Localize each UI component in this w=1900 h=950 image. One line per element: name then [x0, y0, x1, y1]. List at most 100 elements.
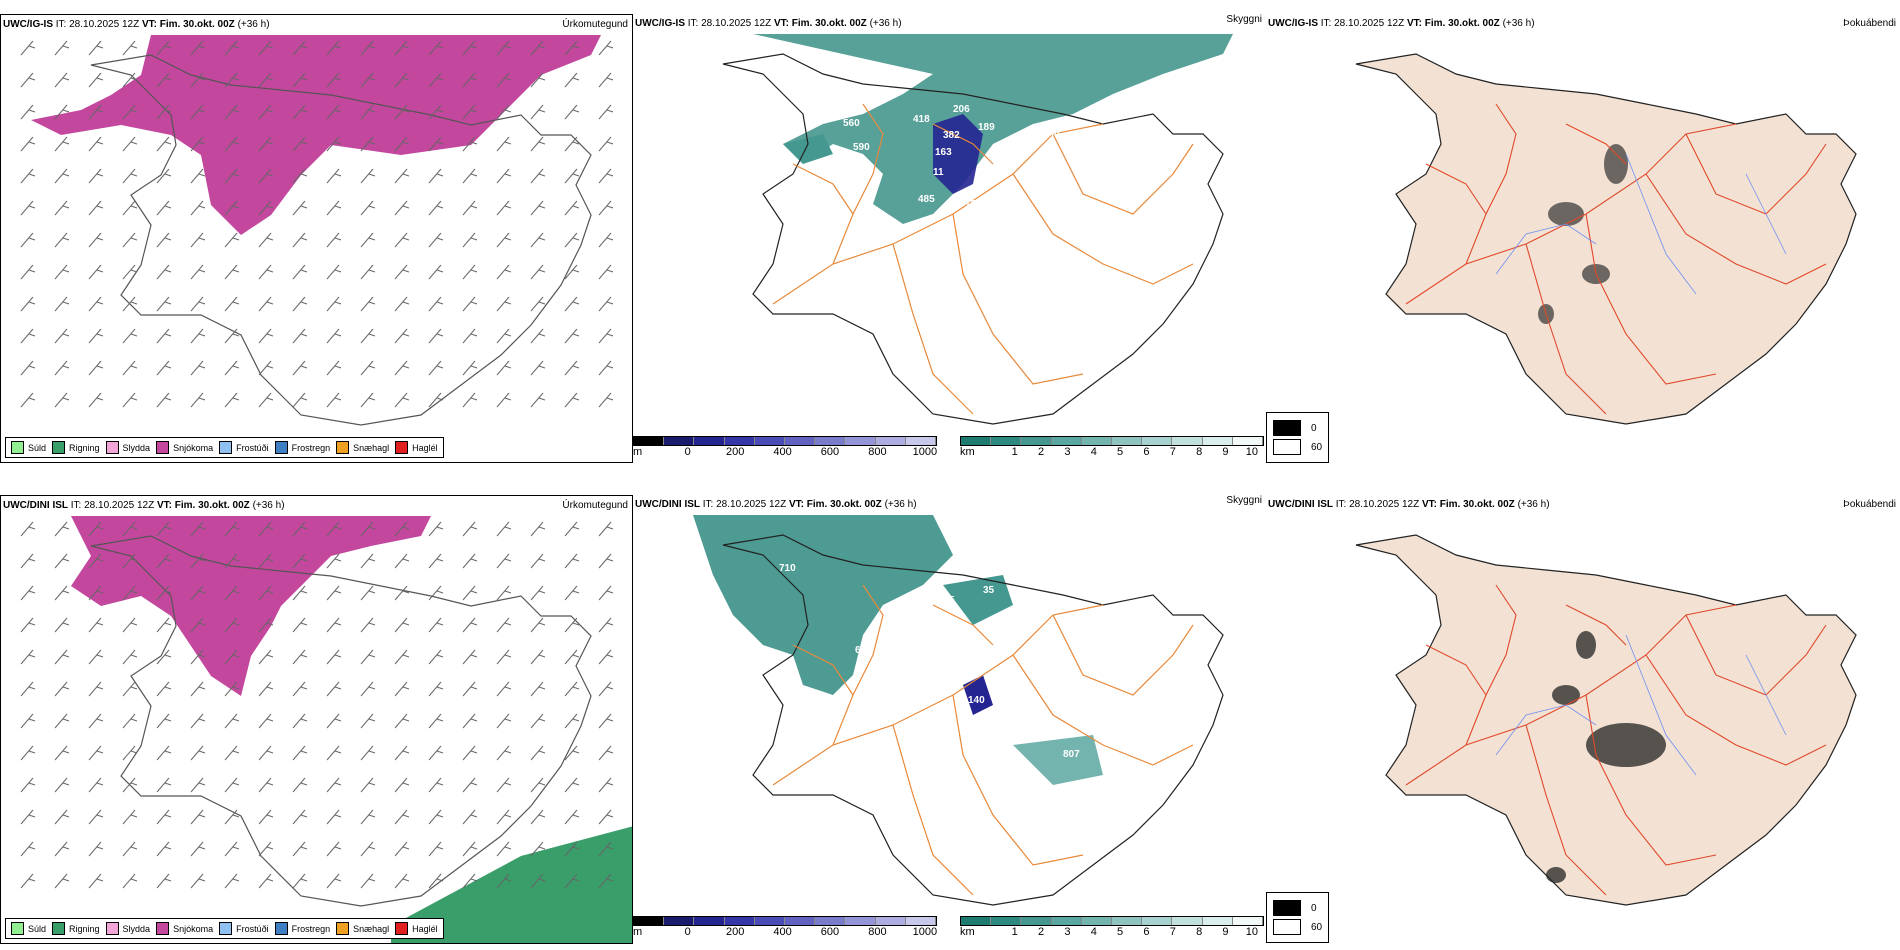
legend-label: Súld [28, 923, 47, 934]
precip-legend-item: Slydda [105, 922, 150, 935]
colorbar-tick-label: 10 [1245, 926, 1258, 938]
colorbar-tick-label: 9 [1222, 446, 1229, 458]
legend-swatch [52, 441, 66, 454]
visibility-panel-dini: 710 275 35 632 140 807 10 10 UWC/DINI ISL IT: 2… [633, 495, 1266, 944]
legend-label: 0 [1311, 902, 1317, 914]
ceiling-value-label: 11 [933, 167, 944, 178]
ceiling-bar [633, 436, 937, 446]
legend-swatch [1273, 900, 1301, 916]
fog-panel-dini: UWC/DINI ISL IT: 28.10.2025 12Z VT: Fim.… [1266, 495, 1900, 944]
fog-land [1355, 53, 1857, 425]
precip-legend-item: Frostúði [219, 441, 269, 454]
legend-swatch [1273, 439, 1301, 455]
panel-type: Þokuábendi [1843, 499, 1896, 510]
colorbar-tick-label: 4 [1090, 446, 1097, 458]
ceiling-value-label: 206 [953, 104, 970, 115]
ceiling-value-label: 140 [968, 695, 985, 706]
precip-legend-item: Haglél [395, 922, 438, 935]
legend-label: Haglél [412, 923, 438, 934]
legend-label: Rigning [69, 923, 100, 934]
precip-legend-item: Rigning [52, 441, 100, 454]
colorbar-tick-label: 400 [773, 446, 792, 458]
fog-panel-ig: UWC/IG-IS IT: 28.10.2025 12Z VT: Fim. 30… [1266, 14, 1900, 463]
visibility-map-dini: 710 275 35 632 140 807 10 10 [693, 515, 1224, 906]
ceiling-value-label: 35 [983, 585, 995, 596]
fog-legend: 0 60 [1266, 892, 1330, 943]
precip-legend-item: Haglél [395, 441, 438, 454]
legend-label: Súld [28, 442, 47, 453]
precip-legend-item: Frostúði [219, 922, 269, 935]
panel-header: UWC/IG-IS IT: 28.10.2025 12Z VT: Fim. 30… [635, 18, 902, 29]
colorbar-tick-label: 1000 [912, 446, 938, 458]
legend-swatch [1273, 919, 1301, 935]
fog-map-dini [1355, 534, 1857, 906]
panel-type: Þokuábendi [1843, 18, 1896, 29]
ceiling-value-label: 418 [913, 114, 930, 125]
legend-swatch [219, 441, 233, 454]
iceland-outline [722, 53, 1224, 425]
fog-map-ig [1355, 53, 1857, 425]
precip-legend-item: Slydda [105, 441, 150, 454]
visibility-ticks: 1 2 3 4 5 6 7 8 9 10 [960, 446, 1264, 460]
legend-label: 60 [1311, 921, 1323, 933]
colorbar-tick-label: 1 [1011, 446, 1018, 458]
legend-label: Frostúði [236, 442, 269, 453]
ceiling-unit: m [633, 926, 643, 938]
legend-swatch [156, 922, 170, 935]
colorbar-tick-label: 1000 [912, 926, 938, 938]
ceiling-value-label: 10 [905, 882, 917, 893]
legend-label: Snæhagl [353, 442, 390, 453]
precip-map-ig [20, 35, 614, 426]
precip-map-dini [20, 516, 632, 943]
cloud-area [693, 515, 953, 695]
legend-swatch [11, 441, 24, 454]
cloud-area-2 [943, 575, 1013, 625]
ceiling-unit: m [633, 446, 643, 458]
colorbar-tick-label: 600 [820, 446, 840, 458]
colorbar-tick-label: 0 [684, 926, 691, 938]
fog-dark-spots [1546, 631, 1666, 883]
precip-legend: Súld Rigning Slydda Snjókoma Frostúði Frostre… [5, 437, 444, 458]
colorbar-tick-label: 800 [868, 446, 887, 458]
panel-type: Úrkomutegund [562, 500, 628, 511]
legend-label: 60 [1311, 441, 1323, 453]
cloud-area [753, 34, 1233, 224]
colorbar-tick-label: 5 [1117, 446, 1124, 458]
legend-swatch [395, 922, 409, 935]
ceiling-value-label: 807 [1063, 749, 1080, 760]
precip-panel-ig: UWC/IG-IS IT: 28.10.2025 12Z VT: Fim. 30… [0, 14, 633, 463]
iceland-outline [90, 535, 592, 907]
snow-area [71, 516, 431, 696]
fog-legend-item: 60 [1273, 919, 1322, 935]
colorbar-tick-label: 7 [1169, 446, 1176, 458]
precip-legend-item: Snjókoma [156, 922, 213, 935]
ceiling-value-label: 710 [779, 563, 796, 574]
legend-swatch [105, 441, 119, 454]
legend-label: Frostregn [291, 442, 331, 453]
colorbar-tick-label: 2 [1038, 926, 1045, 938]
ceiling-value-label: 15 [965, 199, 977, 210]
panel-header: UWC/DINI ISL IT: 28.10.2025 12Z VT: Fim.… [635, 499, 917, 510]
legend-swatch [52, 922, 66, 935]
cloud-area-3 [1013, 735, 1103, 785]
colorbar-tick-label: 4 [1090, 926, 1097, 938]
colorbar-tick-label: 2 [1038, 446, 1045, 458]
visibility-unit: km [960, 926, 975, 938]
ceiling-colorbar: 0 200 400 600 800 1000 m [633, 436, 937, 460]
visibility-map-ig: 560 590 418 206 189 382 163 240 11 485 15 [722, 34, 1233, 425]
colorbar-tick-label: 10 [1245, 446, 1258, 458]
fog-legend-item: 0 [1273, 900, 1322, 916]
panel-type: Skyggni [1226, 14, 1262, 25]
rain-area [391, 826, 632, 943]
legend-label: Rigning [69, 442, 100, 453]
colorbar-tick-label: 6 [1143, 446, 1150, 458]
visibility-unit: km [960, 446, 975, 458]
colorbar-tick-label: 6 [1143, 926, 1150, 938]
colorbar-tick-label: 800 [868, 926, 887, 938]
legend-swatch [336, 922, 350, 935]
legend-swatch [11, 922, 24, 935]
ceiling-ticks: 0 200 400 600 800 1000 [633, 926, 937, 940]
iceland-outline [90, 54, 592, 426]
legend-swatch [336, 441, 350, 454]
ceiling-value-label: 590 [853, 142, 870, 153]
